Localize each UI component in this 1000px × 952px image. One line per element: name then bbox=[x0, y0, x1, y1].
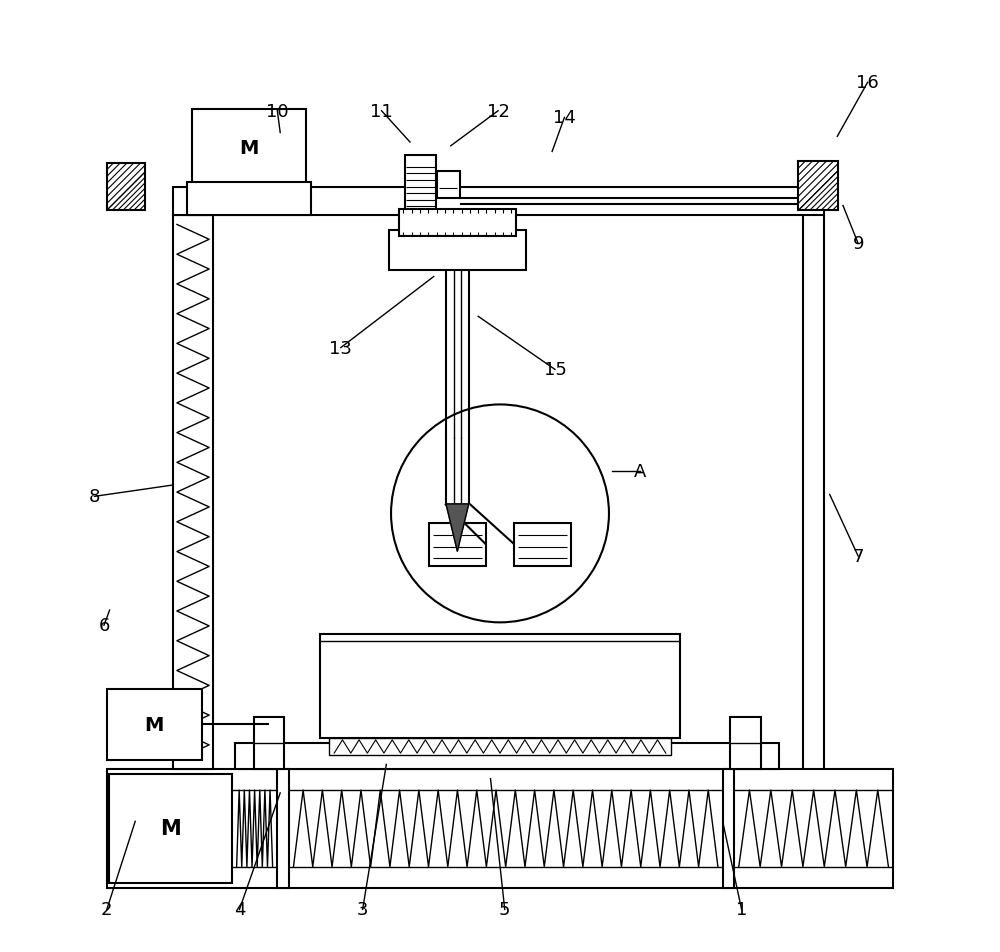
Text: M: M bbox=[144, 715, 164, 734]
Bar bbox=[173, 216, 213, 769]
Text: 12: 12 bbox=[487, 103, 510, 121]
Bar bbox=[723, 769, 734, 887]
Text: 10: 10 bbox=[266, 103, 289, 121]
Bar bbox=[173, 188, 824, 216]
Bar bbox=[399, 210, 516, 236]
Text: 2: 2 bbox=[101, 901, 113, 919]
Text: 1: 1 bbox=[736, 901, 747, 919]
Text: M: M bbox=[239, 139, 259, 158]
Bar bbox=[320, 634, 680, 738]
Bar bbox=[109, 774, 232, 883]
Text: 13: 13 bbox=[329, 339, 352, 357]
Polygon shape bbox=[446, 505, 469, 552]
Bar bbox=[514, 524, 571, 565]
Text: 3: 3 bbox=[357, 901, 368, 919]
Bar bbox=[107, 689, 202, 760]
Text: 5: 5 bbox=[499, 901, 510, 919]
Bar bbox=[277, 769, 289, 887]
Bar bbox=[329, 738, 671, 755]
Bar bbox=[798, 162, 838, 211]
Bar bbox=[107, 769, 893, 887]
Text: A: A bbox=[634, 463, 646, 480]
Text: 8: 8 bbox=[89, 487, 100, 506]
Bar bbox=[389, 231, 526, 270]
Text: M: M bbox=[160, 819, 181, 839]
Bar bbox=[254, 718, 284, 769]
Text: 6: 6 bbox=[98, 617, 110, 635]
Text: 15: 15 bbox=[544, 361, 566, 379]
Bar bbox=[405, 156, 436, 211]
Bar bbox=[187, 183, 311, 216]
Bar bbox=[437, 172, 460, 199]
Bar bbox=[730, 718, 761, 769]
Text: 7: 7 bbox=[852, 547, 864, 565]
Text: 14: 14 bbox=[553, 109, 576, 128]
Text: 16: 16 bbox=[856, 74, 879, 92]
Bar bbox=[107, 164, 145, 211]
Text: 4: 4 bbox=[234, 901, 245, 919]
Bar bbox=[192, 109, 306, 188]
Text: 11: 11 bbox=[370, 103, 393, 121]
Text: 9: 9 bbox=[852, 235, 864, 253]
Bar bbox=[235, 743, 779, 769]
Bar bbox=[429, 524, 486, 565]
